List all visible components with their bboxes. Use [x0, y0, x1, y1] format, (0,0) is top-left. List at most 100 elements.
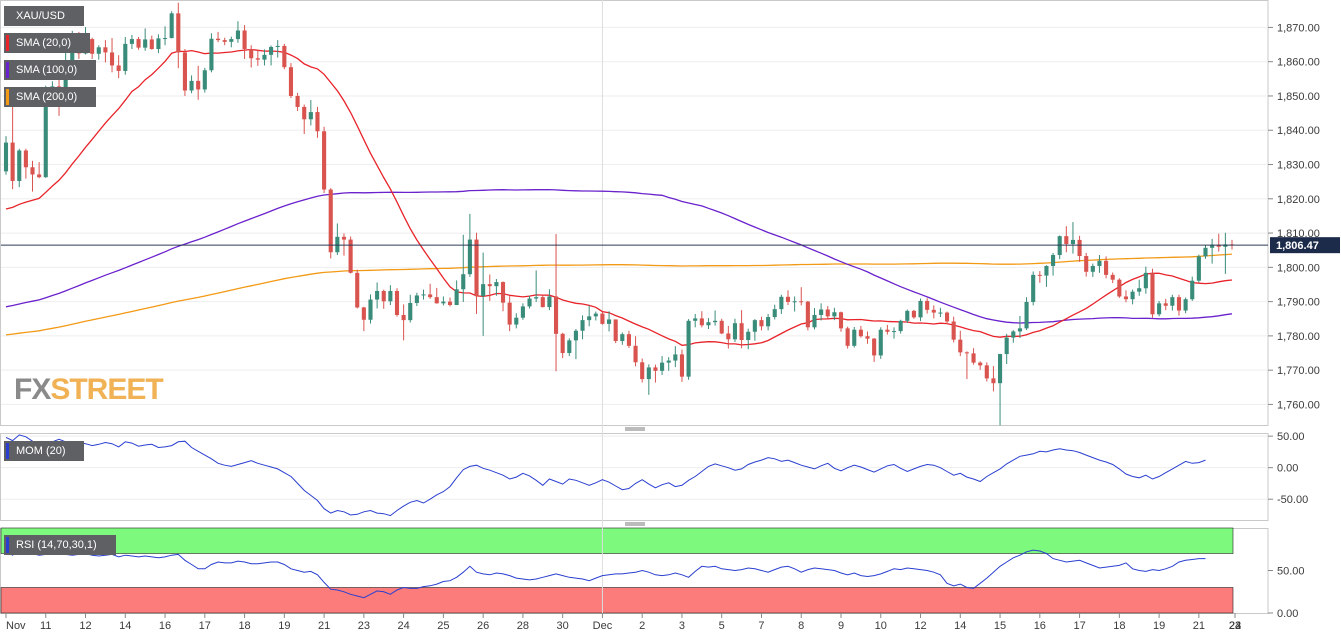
candle-body: [242, 30, 247, 50]
candle-body: [739, 323, 744, 340]
candle: [984, 362, 989, 382]
time-tick-label: 21: [1193, 620, 1205, 632]
candle: [679, 349, 685, 382]
candle-body: [441, 301, 446, 304]
candle-body: [958, 339, 963, 353]
candle: [878, 327, 883, 359]
candle-body: [216, 38, 221, 41]
candle-body: [90, 39, 95, 54]
time-tick-label: 14: [119, 620, 131, 632]
legend-sma-20[interactable]: SMA (20,0): [4, 33, 90, 53]
candle: [1157, 300, 1162, 317]
candle: [898, 319, 903, 334]
candle-body: [500, 282, 506, 303]
candle-body: [944, 312, 950, 322]
candle-body: [580, 320, 585, 331]
candle-body: [1170, 297, 1175, 306]
candle: [143, 28, 148, 51]
candle-body: [322, 131, 327, 190]
price-tick-label: 1,790.00: [1277, 297, 1320, 309]
candle: [341, 233, 347, 256]
candle-body: [560, 333, 565, 354]
candle: [494, 278, 499, 296]
legend-sma-200[interactable]: SMA (200,0): [4, 87, 96, 107]
candle: [1210, 238, 1215, 264]
time-tick-label: 11: [40, 620, 51, 632]
candle-body: [1077, 239, 1082, 257]
candle: [315, 106, 320, 138]
candle: [1037, 271, 1042, 283]
candle: [739, 310, 744, 349]
price-tick-label: 1,870.00: [1277, 22, 1320, 34]
candle-body: [911, 310, 916, 318]
candle-body: [805, 301, 810, 328]
candle-body: [858, 329, 863, 337]
momentum-tick-label: 50.00: [1277, 431, 1305, 443]
candle-body: [660, 362, 665, 371]
candle: [434, 287, 439, 304]
candle-body: [388, 290, 393, 302]
candle-body: [527, 298, 532, 307]
candle: [964, 351, 969, 380]
candle: [109, 38, 115, 73]
candle-body: [295, 95, 300, 107]
candle-body: [1157, 303, 1162, 315]
candle: [441, 296, 446, 306]
time-tick-label: 12: [79, 620, 91, 632]
sma-200-line: [5, 253, 1233, 336]
candle-body: [905, 310, 910, 321]
last-price-box: [1270, 237, 1340, 254]
candle-body: [262, 54, 267, 60]
price-tick-label: 1,780.00: [1277, 331, 1320, 343]
candle-body: [1037, 274, 1042, 276]
candle: [951, 316, 956, 343]
candle-body: [938, 312, 943, 314]
candle-body: [17, 150, 22, 181]
legend-sma-100[interactable]: SMA (100,0): [4, 60, 96, 80]
candle-body: [1110, 274, 1115, 280]
candle-body: [719, 320, 724, 334]
candle-body: [1210, 244, 1215, 248]
candle: [202, 67, 207, 93]
legend-rsi[interactable]: RSI (14,70,30,1): [4, 535, 116, 555]
candle: [474, 232, 479, 314]
candle-body: [752, 320, 757, 332]
candle-body: [1011, 331, 1016, 338]
candle-body: [991, 378, 996, 384]
candle-body: [1070, 239, 1076, 245]
legend-momentum[interactable]: MOM (20): [4, 441, 84, 461]
candle: [905, 309, 910, 323]
candle-body: [1044, 265, 1049, 276]
candle-body: [878, 329, 883, 356]
candle-body: [494, 282, 499, 287]
candle: [255, 49, 260, 66]
candle-body: [633, 345, 638, 363]
time-tick-label: 24: [1229, 620, 1241, 632]
candle-body: [1017, 328, 1022, 332]
candle: [560, 332, 565, 359]
price-tick-label: 1,850.00: [1277, 91, 1320, 103]
rsi-tick-label: 0.00: [1277, 608, 1298, 620]
candle: [944, 311, 950, 324]
candle-body: [1031, 274, 1036, 302]
candle: [1044, 265, 1049, 287]
candle: [23, 148, 28, 179]
candle: [103, 40, 108, 63]
candle-body: [454, 289, 459, 306]
candle-body: [1216, 244, 1221, 247]
candle-body: [103, 47, 108, 53]
candle: [129, 34, 134, 50]
candle: [978, 361, 983, 370]
candle: [832, 307, 837, 321]
candle: [872, 337, 877, 362]
candle: [348, 236, 353, 274]
candle-body: [1143, 272, 1148, 289]
candle-body: [109, 52, 115, 66]
price-tick-label: 1,840.00: [1277, 125, 1320, 137]
candle: [991, 366, 996, 392]
rsi-overbought-zone: [0, 527, 1234, 554]
candle-body: [235, 30, 241, 40]
candle: [162, 26, 168, 46]
candle: [90, 37, 95, 59]
